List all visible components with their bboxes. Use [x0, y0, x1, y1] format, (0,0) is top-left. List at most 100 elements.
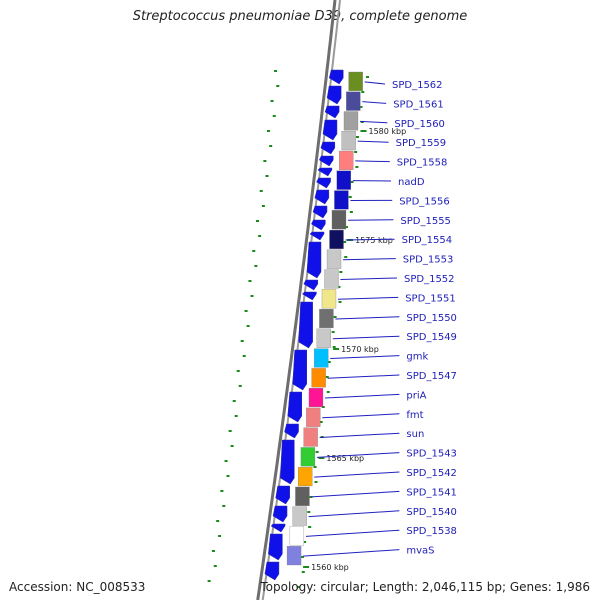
leader-line: [364, 81, 386, 85]
skew-dot: [211, 550, 215, 552]
feature-block: [334, 190, 349, 210]
skew-dot: [244, 310, 248, 312]
leader-line: [343, 258, 396, 261]
leader-line: [305, 529, 400, 537]
topology-text: Topology: circular; Length: 2,046,115 bp…: [260, 580, 590, 594]
cds-arrow: [317, 167, 333, 177]
feature-block: [308, 388, 324, 408]
kbp-label: 1580 kbp: [368, 127, 406, 136]
feature-block: [346, 91, 361, 111]
kbp-tick: [318, 457, 325, 459]
skew-dot: [296, 586, 300, 588]
cds-arrow: [287, 391, 303, 423]
skew-dot: [321, 406, 325, 408]
skew-dot: [234, 415, 238, 417]
gene-label: SPD_1562: [392, 80, 443, 91]
feature-block: [286, 546, 302, 566]
cds-arrow: [270, 523, 286, 533]
cds-track: [264, 69, 344, 581]
cds-arrow: [272, 505, 288, 523]
skew-dot: [250, 295, 254, 297]
cds-arrow: [306, 241, 322, 279]
skew-dot: [276, 85, 280, 87]
cds-arrow: [298, 301, 313, 349]
cds-arrow: [318, 155, 334, 167]
cds-arrow: [322, 119, 338, 141]
skew-dot: [361, 91, 365, 93]
skew-dot: [240, 340, 244, 342]
gene-label: SPD_1543: [406, 449, 457, 460]
feature-block: [292, 506, 307, 526]
backbone: [256, 0, 341, 600]
leader-line: [316, 452, 400, 458]
skew-dot: [272, 115, 276, 117]
kbp-label: 1565 kbp: [326, 454, 364, 463]
leader-line: [303, 549, 400, 557]
feature-block: [295, 486, 310, 506]
leader-line: [335, 316, 400, 320]
skew-dot: [232, 400, 236, 402]
gene-label: mvaS: [406, 546, 434, 557]
gene-label: SPD_1547: [406, 371, 457, 382]
skew-dot: [301, 571, 305, 573]
gene-label: priA: [406, 390, 426, 401]
feature-block: [319, 308, 334, 329]
skew-dot: [274, 70, 278, 72]
cds-arrow: [311, 219, 326, 231]
skew-dot: [327, 361, 331, 363]
feature-block: [348, 71, 363, 91]
skew-dot: [269, 145, 273, 147]
skew-dot: [259, 190, 263, 192]
skew-dot: [338, 301, 342, 303]
leader-line: [340, 277, 398, 280]
kbp-tick: [360, 130, 367, 132]
cds-arrow: [284, 423, 299, 439]
gc-skew-dots: [207, 70, 370, 588]
skew-dot: [355, 136, 359, 138]
feature-block: [331, 210, 347, 230]
skew-dot: [332, 346, 336, 348]
leader-line: [355, 160, 390, 163]
feature-block: [343, 111, 359, 131]
feature-block: [316, 328, 331, 348]
feature-block: [298, 467, 313, 487]
skew-dot: [331, 331, 335, 333]
gene-label: nadD: [398, 177, 425, 188]
kbp-tick: [333, 348, 340, 350]
skew-dot: [230, 445, 234, 447]
skew-dot: [261, 205, 265, 207]
leader-line: [311, 490, 400, 498]
feature-block: [311, 368, 326, 388]
skew-dot: [238, 385, 242, 387]
skew-dot: [224, 460, 228, 462]
skew-dot: [265, 175, 269, 177]
feature-block: [324, 269, 339, 289]
feature-track: [286, 71, 363, 566]
cds-arrow: [268, 533, 283, 561]
feature-block: [306, 407, 321, 427]
cds-arrow: [275, 485, 290, 505]
cds-arrow: [309, 231, 325, 241]
skew-dot: [359, 106, 363, 108]
feature-block: [326, 249, 342, 269]
skew-dot: [315, 451, 319, 453]
gene-label: SPD_1541: [406, 487, 457, 498]
skew-dot: [254, 265, 258, 267]
leader-line: [359, 120, 388, 124]
cds-arrow: [301, 291, 317, 301]
leader-line: [319, 432, 400, 439]
cds-arrow: [292, 349, 307, 391]
feature-block: [341, 131, 356, 151]
kbp-tick: [303, 566, 310, 568]
skew-dot: [355, 166, 359, 168]
skew-dot: [354, 151, 358, 153]
gene-label: SPD_1552: [404, 274, 455, 285]
skew-dot: [256, 220, 260, 222]
feature-block: [339, 150, 354, 170]
gene-label: SPD_1540: [406, 507, 457, 518]
skew-dot: [242, 355, 246, 357]
skew-dot: [366, 76, 370, 78]
skew-dot: [222, 505, 226, 507]
cds-arrow: [314, 189, 330, 205]
